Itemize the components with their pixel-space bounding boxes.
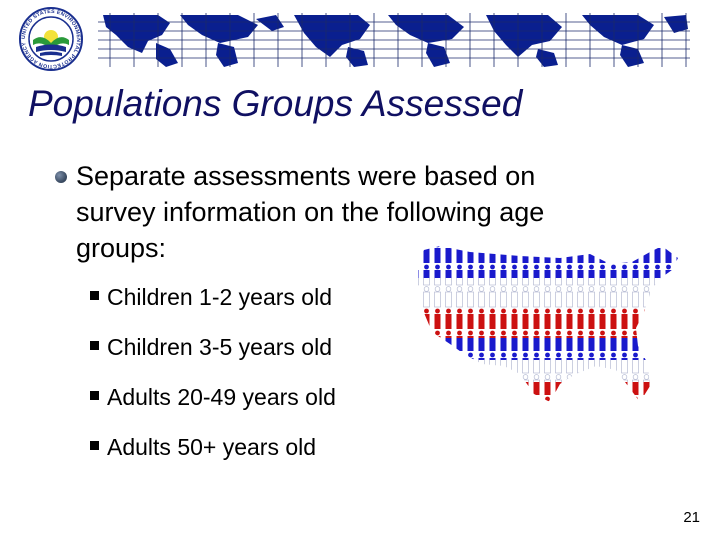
sub-bullet-children-3-5: Children 3-5 years old — [90, 332, 332, 362]
page-number: 21 — [683, 509, 700, 526]
square-bullet-icon — [90, 441, 99, 450]
sub-bullet-adults-20-49: Adults 20-49 years old — [90, 382, 336, 412]
square-bullet-icon — [90, 291, 99, 300]
square-bullet-icon — [90, 341, 99, 350]
us-map-people-illustration — [418, 246, 678, 402]
sub-bullet-label: Adults 50+ years old — [107, 434, 317, 460]
sub-bullet-label: Children 3-5 years old — [107, 334, 333, 360]
sub-bullet-adults-50-plus: Adults 50+ years old — [90, 432, 316, 462]
sub-bullet-children-1-2: Children 1-2 years old — [90, 282, 332, 312]
main-bullet-text: Separate assessments were based on surve… — [76, 161, 545, 263]
world-map-banner — [98, 13, 690, 67]
sub-bullet-label: Adults 20-49 years old — [107, 384, 336, 410]
epa-seal-icon: UNITED STATES ENVIRONMENTAL PROTECTION A… — [19, 7, 83, 71]
sub-bullet-label: Children 1-2 years old — [107, 284, 333, 310]
square-bullet-icon — [90, 391, 99, 400]
slide-title: Populations Groups Assessed — [28, 83, 523, 124]
bullet-icon — [55, 171, 67, 183]
